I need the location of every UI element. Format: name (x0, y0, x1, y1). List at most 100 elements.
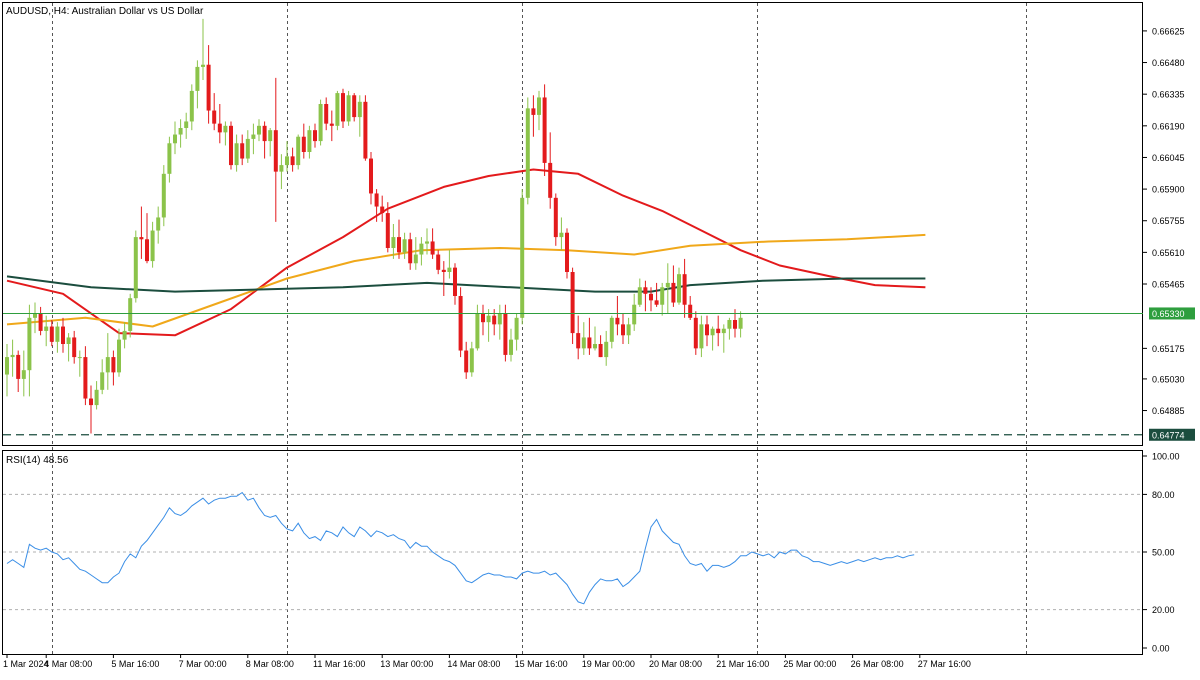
bear-candle[interactable] (565, 228, 569, 279)
bear-candle[interactable] (587, 317, 592, 355)
bear-candle[interactable] (654, 282, 659, 307)
bull-candle[interactable] (128, 293, 133, 338)
bear-candle[interactable] (430, 228, 435, 259)
bear-candle[interactable] (682, 258, 687, 318)
price-axis[interactable]: 0.66625 0.66480 0.66335 0.66190 0.66045 0.659… (1143, 26, 1195, 441)
bull-candle[interactable] (632, 293, 637, 331)
bear-candle[interactable] (643, 280, 648, 312)
bull-candle[interactable] (223, 121, 228, 146)
bear-candle[interactable] (273, 77, 278, 222)
bear-candle[interactable] (139, 206, 144, 259)
bull-candle[interactable] (402, 232, 407, 259)
bear-candle[interactable] (352, 93, 357, 122)
bear-candle[interactable] (324, 97, 329, 131)
bull-candle[interactable] (665, 263, 670, 314)
bull-candle[interactable] (357, 95, 362, 137)
bull-candle[interactable] (268, 128, 273, 157)
bear-candle[interactable] (503, 304, 508, 362)
bull-candle[interactable] (660, 282, 665, 316)
bull-candle[interactable] (318, 99, 323, 146)
bull-candle[interactable] (699, 315, 704, 358)
bear-candle[interactable] (458, 287, 463, 358)
bull-candle[interactable] (738, 311, 743, 338)
bear-candle[interactable] (441, 261, 446, 296)
bear-candle[interactable] (229, 121, 233, 170)
bull-candle[interactable] (604, 330, 609, 366)
bull-candle[interactable] (279, 154, 284, 190)
rsi-axis[interactable]: 100.00 80.00 50.00 20.00 0.00 (1143, 452, 1180, 654)
bear-candle[interactable] (397, 219, 401, 259)
bull-candle[interactable] (184, 112, 189, 139)
bull-candle[interactable] (497, 304, 502, 340)
bear-candle[interactable] (16, 350, 21, 392)
bull-candle[interactable] (469, 341, 474, 377)
bull-candle[interactable] (201, 18, 205, 80)
bull-candle[interactable] (178, 119, 183, 148)
bull-candle[interactable] (245, 130, 250, 163)
bull-candle[interactable] (727, 317, 732, 340)
bull-candle[interactable] (593, 326, 597, 351)
bear-candle[interactable] (671, 265, 676, 307)
bull-candle[interactable] (55, 322, 60, 353)
bull-candle[interactable] (509, 328, 513, 362)
bull-candle[interactable] (285, 141, 289, 172)
bear-candle[interactable] (548, 132, 553, 209)
bull-candle[interactable] (447, 250, 452, 279)
bull-candle[interactable] (721, 324, 726, 353)
bear-candle[interactable] (89, 385, 93, 434)
bear-candle[interactable] (212, 93, 217, 131)
bear-candle[interactable] (83, 346, 88, 406)
bull-candle[interactable] (44, 315, 49, 347)
bull-candle[interactable] (5, 344, 9, 397)
bull-candle[interactable] (195, 60, 200, 109)
bull-candle[interactable] (609, 315, 614, 349)
bear-candle[interactable] (240, 134, 245, 166)
bear-candle[interactable] (111, 350, 116, 386)
bull-candle[interactable] (419, 237, 424, 266)
bull-candle[interactable] (520, 189, 525, 325)
bull-candle[interactable] (486, 309, 491, 342)
bull-candle[interactable] (251, 123, 256, 155)
bull-candle[interactable] (307, 125, 312, 159)
bear-candle[interactable] (531, 95, 536, 137)
bull-candle[interactable] (581, 322, 586, 355)
bear-candle[interactable] (380, 195, 385, 222)
bear-candle[interactable] (374, 189, 379, 222)
bull-candle[interactable] (167, 136, 172, 183)
bear-candle[interactable] (481, 304, 485, 336)
bull-candle[interactable] (156, 206, 161, 244)
bear-candle[interactable] (570, 267, 575, 344)
bear-candle[interactable] (290, 147, 295, 172)
bull-candle[interactable] (391, 224, 396, 259)
bear-candle[interactable] (542, 84, 547, 176)
bear-candle[interactable] (598, 335, 603, 358)
bull-candle[interactable] (335, 90, 340, 131)
bear-candle[interactable] (145, 213, 149, 264)
bull-candle[interactable] (94, 381, 99, 410)
bull-candle[interactable] (537, 90, 541, 131)
bear-candle[interactable] (262, 121, 267, 159)
bear-candle[interactable] (705, 315, 709, 347)
bull-candle[interactable] (559, 217, 564, 251)
bull-candle[interactable] (525, 97, 530, 205)
bull-candle[interactable] (677, 267, 681, 305)
bull-candle[interactable] (296, 134, 301, 170)
bull-candle[interactable] (117, 328, 121, 377)
bear-candle[interactable] (72, 330, 77, 364)
bear-candle[interactable] (464, 341, 469, 379)
bull-candle[interactable] (710, 326, 715, 351)
bear-candle[interactable] (61, 317, 65, 353)
bear-candle[interactable] (453, 263, 457, 305)
bull-candle[interactable] (27, 304, 32, 397)
bull-candle[interactable] (100, 359, 105, 395)
bear-candle[interactable] (615, 296, 620, 336)
bear-candle[interactable] (436, 250, 441, 275)
bear-candle[interactable] (206, 45, 211, 124)
bull-candle[interactable] (189, 84, 194, 131)
bull-candle[interactable] (514, 313, 519, 351)
bull-candle[interactable] (173, 121, 177, 155)
bear-candle[interactable] (363, 95, 368, 161)
bear-candle[interactable] (38, 306, 43, 336)
